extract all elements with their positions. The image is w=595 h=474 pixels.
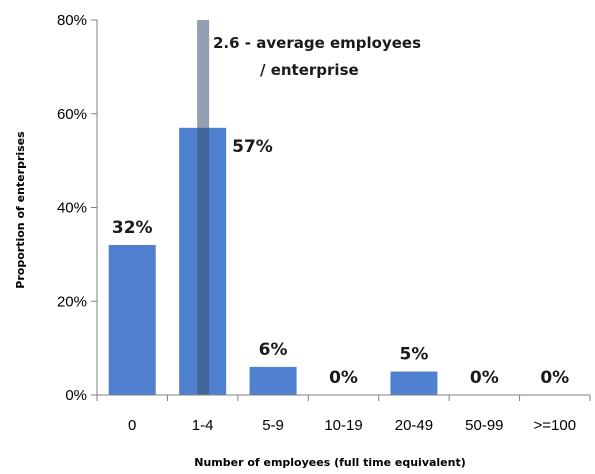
y-tick-label: 0%	[65, 387, 87, 404]
data-labels: 32% 57% 6% 0% 5% 0% 0%	[112, 137, 569, 388]
x-tick-label: 1-4	[192, 417, 214, 434]
x-axis-ticks: 0 1-4 5-9 10-19 20-49 50-99 >=100	[96, 395, 591, 434]
data-label: 6%	[259, 340, 288, 360]
average-line	[197, 20, 210, 395]
y-tick-label: 60%	[57, 106, 87, 123]
x-tick-label: 50-99	[465, 417, 503, 434]
data-label: 0%	[470, 368, 499, 388]
data-label: 0%	[540, 368, 569, 388]
data-label: 57%	[232, 137, 273, 157]
average-annotation: 2.6 - average employees / enterprise	[213, 34, 421, 79]
y-axis-title: Proportion of enterprises	[14, 131, 27, 289]
x-tick-label: 20-49	[395, 417, 433, 434]
data-label: 0%	[329, 368, 358, 388]
average-marker	[197, 20, 210, 395]
y-axis-ticks: 0% 20% 40% 60% 80%	[57, 12, 97, 404]
y-tick-label: 40%	[57, 200, 87, 217]
x-tick-label: >=100	[534, 417, 577, 434]
bar-5-9	[249, 366, 297, 395]
y-tick-label: 80%	[57, 12, 87, 29]
x-tick-label: 10-19	[324, 417, 362, 434]
x-tick-label: 5-9	[262, 417, 284, 434]
data-label: 5%	[399, 345, 428, 365]
axes	[96, 20, 590, 396]
x-tick-label: 0	[128, 417, 136, 434]
bar-0	[108, 245, 156, 395]
bar-20-49	[390, 371, 438, 395]
y-tick-label: 20%	[57, 293, 87, 310]
annotation-line: 2.6 - average employees	[213, 34, 421, 52]
annotation-line: / enterprise	[260, 61, 359, 79]
data-label: 32%	[112, 218, 153, 238]
x-axis-title: Number of employees (full time equivalen…	[194, 456, 466, 469]
